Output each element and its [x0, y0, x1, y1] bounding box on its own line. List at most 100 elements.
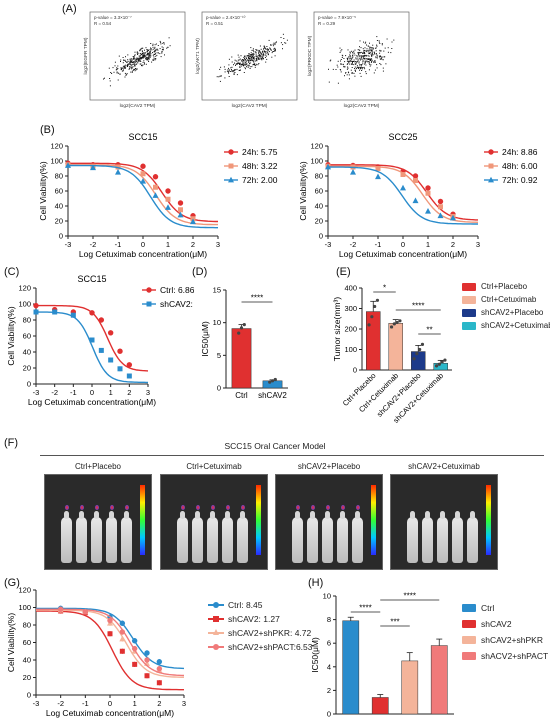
chart-c-scc15: SCC15 -3 -2 -1 0 1 2 3 0 20 40 60 80 100 120 Log Cetuxi…: [6, 274, 194, 407]
scatter-dot: [248, 60, 250, 61]
scatter-dot: [152, 46, 154, 48]
imaging-group-label: Ctrl+Cetuximab: [186, 462, 242, 471]
scatter-dot: [157, 45, 159, 46]
scatter-dot: [381, 56, 383, 58]
scatter-dot: [126, 61, 128, 63]
scatter-dot: [248, 64, 250, 66]
scatter-dot: [153, 58, 155, 60]
tumor-signal: [326, 505, 330, 510]
scatter-dot: [363, 50, 365, 52]
data-point: [117, 366, 123, 372]
scatter-dot: [355, 58, 357, 60]
scatter-dot: [233, 64, 234, 66]
data-point: [152, 174, 159, 180]
scatter-dot: [249, 62, 250, 64]
scatter-dot: [130, 68, 132, 70]
scatter-dot: [352, 61, 354, 62]
scatter-dot: [372, 47, 374, 49]
scatter-dot: [365, 55, 367, 57]
scatter-dot: [361, 58, 363, 60]
scatter-dot: [374, 47, 376, 49]
scatter-dot: [129, 62, 131, 64]
scatter-dot: [154, 46, 156, 48]
y-tick-label: 120: [50, 142, 63, 151]
panel-f-rule: [40, 455, 544, 456]
data-point: [33, 302, 39, 309]
y-tick-label: 400: [344, 284, 357, 293]
scatter-dot: [344, 61, 346, 63]
scatter-dot: [140, 49, 142, 51]
scatter-dot: [280, 37, 282, 38]
replicate-point: [367, 323, 371, 327]
scatter-dot: [120, 69, 122, 71]
scatter-dot: [135, 61, 137, 62]
scatter-dot: [135, 63, 137, 65]
scatter-dot: [347, 66, 349, 68]
scatter-dot: [370, 58, 372, 59]
scatter-dot: [363, 58, 365, 60]
data-point: [57, 606, 64, 612]
scatter-dot: [362, 48, 364, 50]
scatter-dot: [371, 49, 373, 51]
scatter-dot: [362, 52, 364, 54]
scatter-dot: [367, 58, 369, 60]
legend-h-item: shCAV2: [462, 616, 548, 632]
data-point: [437, 198, 444, 205]
scatter-dot: [219, 68, 221, 70]
scatter-dot: [362, 56, 364, 57]
x-tick-label: shCAV2: [258, 391, 287, 400]
scatter-dot: [245, 59, 246, 61]
x-tick-label: -2: [57, 699, 64, 708]
scatter-dot: [251, 49, 253, 51]
scatter-dot: [244, 58, 246, 60]
data-point: [437, 212, 444, 219]
scatter-stat: R = 0.54: [94, 21, 112, 26]
scatter-dot: [328, 81, 330, 83]
scatter-dot: [247, 58, 249, 60]
scatter-dot: [256, 50, 258, 52]
scatter-dot: [275, 42, 277, 44]
bar: [366, 311, 381, 371]
x-tick-label: -3: [33, 699, 40, 708]
scatter-dot: [142, 57, 144, 59]
scatter-dot: [273, 42, 275, 44]
scatter-dot: [353, 50, 355, 52]
scatter-dot: [360, 56, 362, 58]
scatter-dot: [122, 65, 124, 67]
scatter-dot: [159, 40, 161, 42]
x-tick-label: -2: [90, 240, 97, 249]
scatter-dot: [378, 40, 380, 42]
scatter-dot: [371, 61, 373, 62]
scatter-dot: [247, 60, 249, 62]
scatter-dot: [260, 52, 262, 54]
scatter-dot: [266, 51, 268, 53]
scatter-dot: [247, 55, 249, 57]
scatter-dot: [257, 58, 259, 60]
scatter-dot: [346, 74, 348, 76]
scatter-dot: [122, 67, 123, 69]
scatter-dot: [161, 49, 163, 51]
scatter-dot: [150, 47, 151, 49]
legend-label: 24h: 8.86: [502, 147, 538, 157]
scatter-dot: [243, 63, 245, 65]
data-point: [156, 680, 162, 686]
scatter-dot: [342, 55, 344, 57]
scatter-dot: [373, 51, 375, 53]
scatter-dot: [152, 52, 153, 54]
scatter-dot: [365, 41, 367, 43]
scatter-dot: [353, 52, 355, 54]
scatter-dot: [240, 65, 242, 67]
scatter-stat: R = 0.51: [206, 21, 224, 26]
scatter-dot: [387, 51, 389, 53]
scatter-dot: [246, 66, 247, 68]
scatter-dot: [249, 59, 251, 61]
scatter-stat: p-value = 3.3×10⁻⁷: [94, 15, 132, 20]
scatter-dot: [368, 58, 370, 60]
scatter-dot: [267, 49, 269, 50]
data-point: [140, 178, 146, 184]
scatter-dot: [241, 63, 243, 65]
scatter-dot: [261, 56, 263, 58]
y-tick-label: 100: [18, 603, 31, 612]
chart-b1-scc15: SCC15 -3 -2 -1 0 1 2 3 0 20 40 60 80 100 120 Log Cetuxi…: [40, 132, 278, 259]
scatter-dot: [357, 52, 359, 53]
